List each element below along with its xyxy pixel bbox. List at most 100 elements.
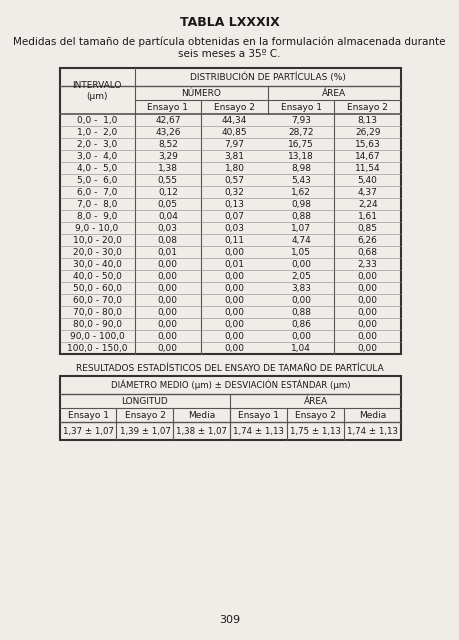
- Text: 1,07: 1,07: [291, 223, 311, 232]
- Text: 40,0 - 50,0: 40,0 - 50,0: [73, 271, 122, 280]
- Text: 0,11: 0,11: [224, 236, 245, 244]
- Text: 15,63: 15,63: [355, 140, 381, 148]
- Text: 28,72: 28,72: [288, 127, 314, 136]
- Text: 0,00: 0,00: [158, 271, 178, 280]
- Text: 1,37 ± 1,07: 1,37 ± 1,07: [62, 426, 113, 435]
- Text: Ensayo 2: Ensayo 2: [214, 102, 255, 111]
- Text: 0,0 -  1,0: 0,0 - 1,0: [77, 115, 117, 125]
- Text: 6,0 -  7,0: 6,0 - 7,0: [77, 188, 117, 196]
- Text: 0,00: 0,00: [158, 307, 178, 317]
- Text: 0,00: 0,00: [358, 319, 378, 328]
- Text: Media: Media: [188, 410, 215, 419]
- Text: 80,0 - 90,0: 80,0 - 90,0: [73, 319, 122, 328]
- Text: 0,00: 0,00: [358, 332, 378, 340]
- Text: INTERVALO
(µm): INTERVALO (µm): [73, 81, 122, 100]
- Text: DISTRIBUCIÓN DE PARTÍCULAS (%): DISTRIBUCIÓN DE PARTÍCULAS (%): [190, 72, 346, 82]
- Text: 2,05: 2,05: [291, 271, 311, 280]
- Text: 4,74: 4,74: [291, 236, 311, 244]
- Text: 3,0 -  4,0: 3,0 - 4,0: [77, 152, 117, 161]
- Text: 90,0 - 100,0: 90,0 - 100,0: [70, 332, 124, 340]
- Text: 10,0 - 20,0: 10,0 - 20,0: [73, 236, 122, 244]
- Text: 0,00: 0,00: [158, 332, 178, 340]
- Text: 0,00: 0,00: [358, 271, 378, 280]
- Text: 1,38: 1,38: [158, 163, 178, 173]
- Text: RESULTADOS ESTADÍSTICOS DEL ENSAYO DE TAMAÑO DE PARTÍCULA: RESULTADOS ESTADÍSTICOS DEL ENSAYO DE TA…: [76, 364, 383, 372]
- Text: 7,97: 7,97: [224, 140, 245, 148]
- Text: 0,00: 0,00: [224, 296, 245, 305]
- Text: 16,75: 16,75: [288, 140, 314, 148]
- Text: 5,40: 5,40: [358, 175, 378, 184]
- Text: 309: 309: [219, 615, 240, 625]
- Text: DIÁMETRO MEDIO (µm) ± DESVIACIÓN ESTÁNDAR (µm): DIÁMETRO MEDIO (µm) ± DESVIACIÓN ESTÁNDA…: [111, 380, 350, 390]
- Text: 0,00: 0,00: [158, 296, 178, 305]
- Text: 3,29: 3,29: [158, 152, 178, 161]
- Bar: [60, 376, 401, 440]
- Text: 14,67: 14,67: [355, 152, 381, 161]
- Text: 0,00: 0,00: [358, 296, 378, 305]
- Text: 0,57: 0,57: [224, 175, 245, 184]
- Text: 0,98: 0,98: [291, 200, 311, 209]
- Text: 0,32: 0,32: [224, 188, 244, 196]
- Bar: [60, 68, 401, 354]
- Text: 11,54: 11,54: [355, 163, 381, 173]
- Text: Ensayo 1: Ensayo 1: [147, 102, 188, 111]
- Text: 100,0 - 150,0: 100,0 - 150,0: [67, 344, 127, 353]
- Text: 0,13: 0,13: [224, 200, 245, 209]
- Text: 26,29: 26,29: [355, 127, 381, 136]
- Text: 0,00: 0,00: [358, 344, 378, 353]
- Text: 0,00: 0,00: [358, 284, 378, 292]
- Text: 0,01: 0,01: [224, 259, 245, 269]
- Text: 0,68: 0,68: [358, 248, 378, 257]
- Text: 8,13: 8,13: [358, 115, 378, 125]
- Text: 0,00: 0,00: [291, 332, 311, 340]
- Text: 8,52: 8,52: [158, 140, 178, 148]
- Text: 1,38 ± 1,07: 1,38 ± 1,07: [176, 426, 227, 435]
- Text: NÚMERO: NÚMERO: [181, 88, 221, 97]
- Text: 3,83: 3,83: [291, 284, 311, 292]
- Text: 0,00: 0,00: [158, 344, 178, 353]
- Text: 0,00: 0,00: [158, 284, 178, 292]
- Text: 0,88: 0,88: [291, 211, 311, 221]
- Text: 1,05: 1,05: [291, 248, 311, 257]
- Text: Ensayo 2: Ensayo 2: [124, 410, 165, 419]
- Text: 0,00: 0,00: [158, 259, 178, 269]
- Text: 0,00: 0,00: [224, 344, 245, 353]
- Text: Medidas del tamaño de partícula obtenidas en la formulación almacenada durante: Medidas del tamaño de partícula obtenida…: [13, 36, 446, 47]
- Text: 6,26: 6,26: [358, 236, 378, 244]
- Text: 0,03: 0,03: [224, 223, 245, 232]
- Text: 0,00: 0,00: [224, 284, 245, 292]
- Text: 43,26: 43,26: [155, 127, 180, 136]
- Text: 5,43: 5,43: [291, 175, 311, 184]
- Text: 1,80: 1,80: [224, 163, 245, 173]
- Text: 1,74 ± 1,13: 1,74 ± 1,13: [347, 426, 398, 435]
- Text: 0,12: 0,12: [158, 188, 178, 196]
- Text: 5,0 -  6,0: 5,0 - 6,0: [77, 175, 117, 184]
- Text: 8,0 -  9,0: 8,0 - 9,0: [77, 211, 117, 221]
- Text: 0,88: 0,88: [291, 307, 311, 317]
- Text: 8,98: 8,98: [291, 163, 311, 173]
- Text: 4,37: 4,37: [358, 188, 378, 196]
- Text: 20,0 - 30,0: 20,0 - 30,0: [73, 248, 122, 257]
- Text: 0,00: 0,00: [358, 307, 378, 317]
- Text: 0,03: 0,03: [158, 223, 178, 232]
- Text: 2,24: 2,24: [358, 200, 377, 209]
- Text: 0,00: 0,00: [224, 332, 245, 340]
- Text: Ensayo 2: Ensayo 2: [295, 410, 336, 419]
- Text: 4,0 -  5,0: 4,0 - 5,0: [77, 163, 117, 173]
- Text: Media: Media: [359, 410, 386, 419]
- Text: 1,39 ± 1,07: 1,39 ± 1,07: [119, 426, 170, 435]
- Text: Ensayo 2: Ensayo 2: [347, 102, 388, 111]
- Text: 0,00: 0,00: [224, 319, 245, 328]
- Text: 0,00: 0,00: [224, 271, 245, 280]
- Text: 3,81: 3,81: [224, 152, 245, 161]
- Text: 0,07: 0,07: [224, 211, 245, 221]
- Text: 30,0 - 40,0: 30,0 - 40,0: [73, 259, 122, 269]
- Text: 1,0 -  2,0: 1,0 - 2,0: [77, 127, 117, 136]
- Text: Ensayo 1: Ensayo 1: [238, 410, 279, 419]
- Text: 0,00: 0,00: [224, 248, 245, 257]
- Text: 40,85: 40,85: [222, 127, 247, 136]
- Text: 9,0 - 10,0: 9,0 - 10,0: [75, 223, 119, 232]
- Text: 1,61: 1,61: [358, 211, 378, 221]
- Text: TABLA LXXXIX: TABLA LXXXIX: [179, 15, 280, 29]
- Text: 13,18: 13,18: [288, 152, 314, 161]
